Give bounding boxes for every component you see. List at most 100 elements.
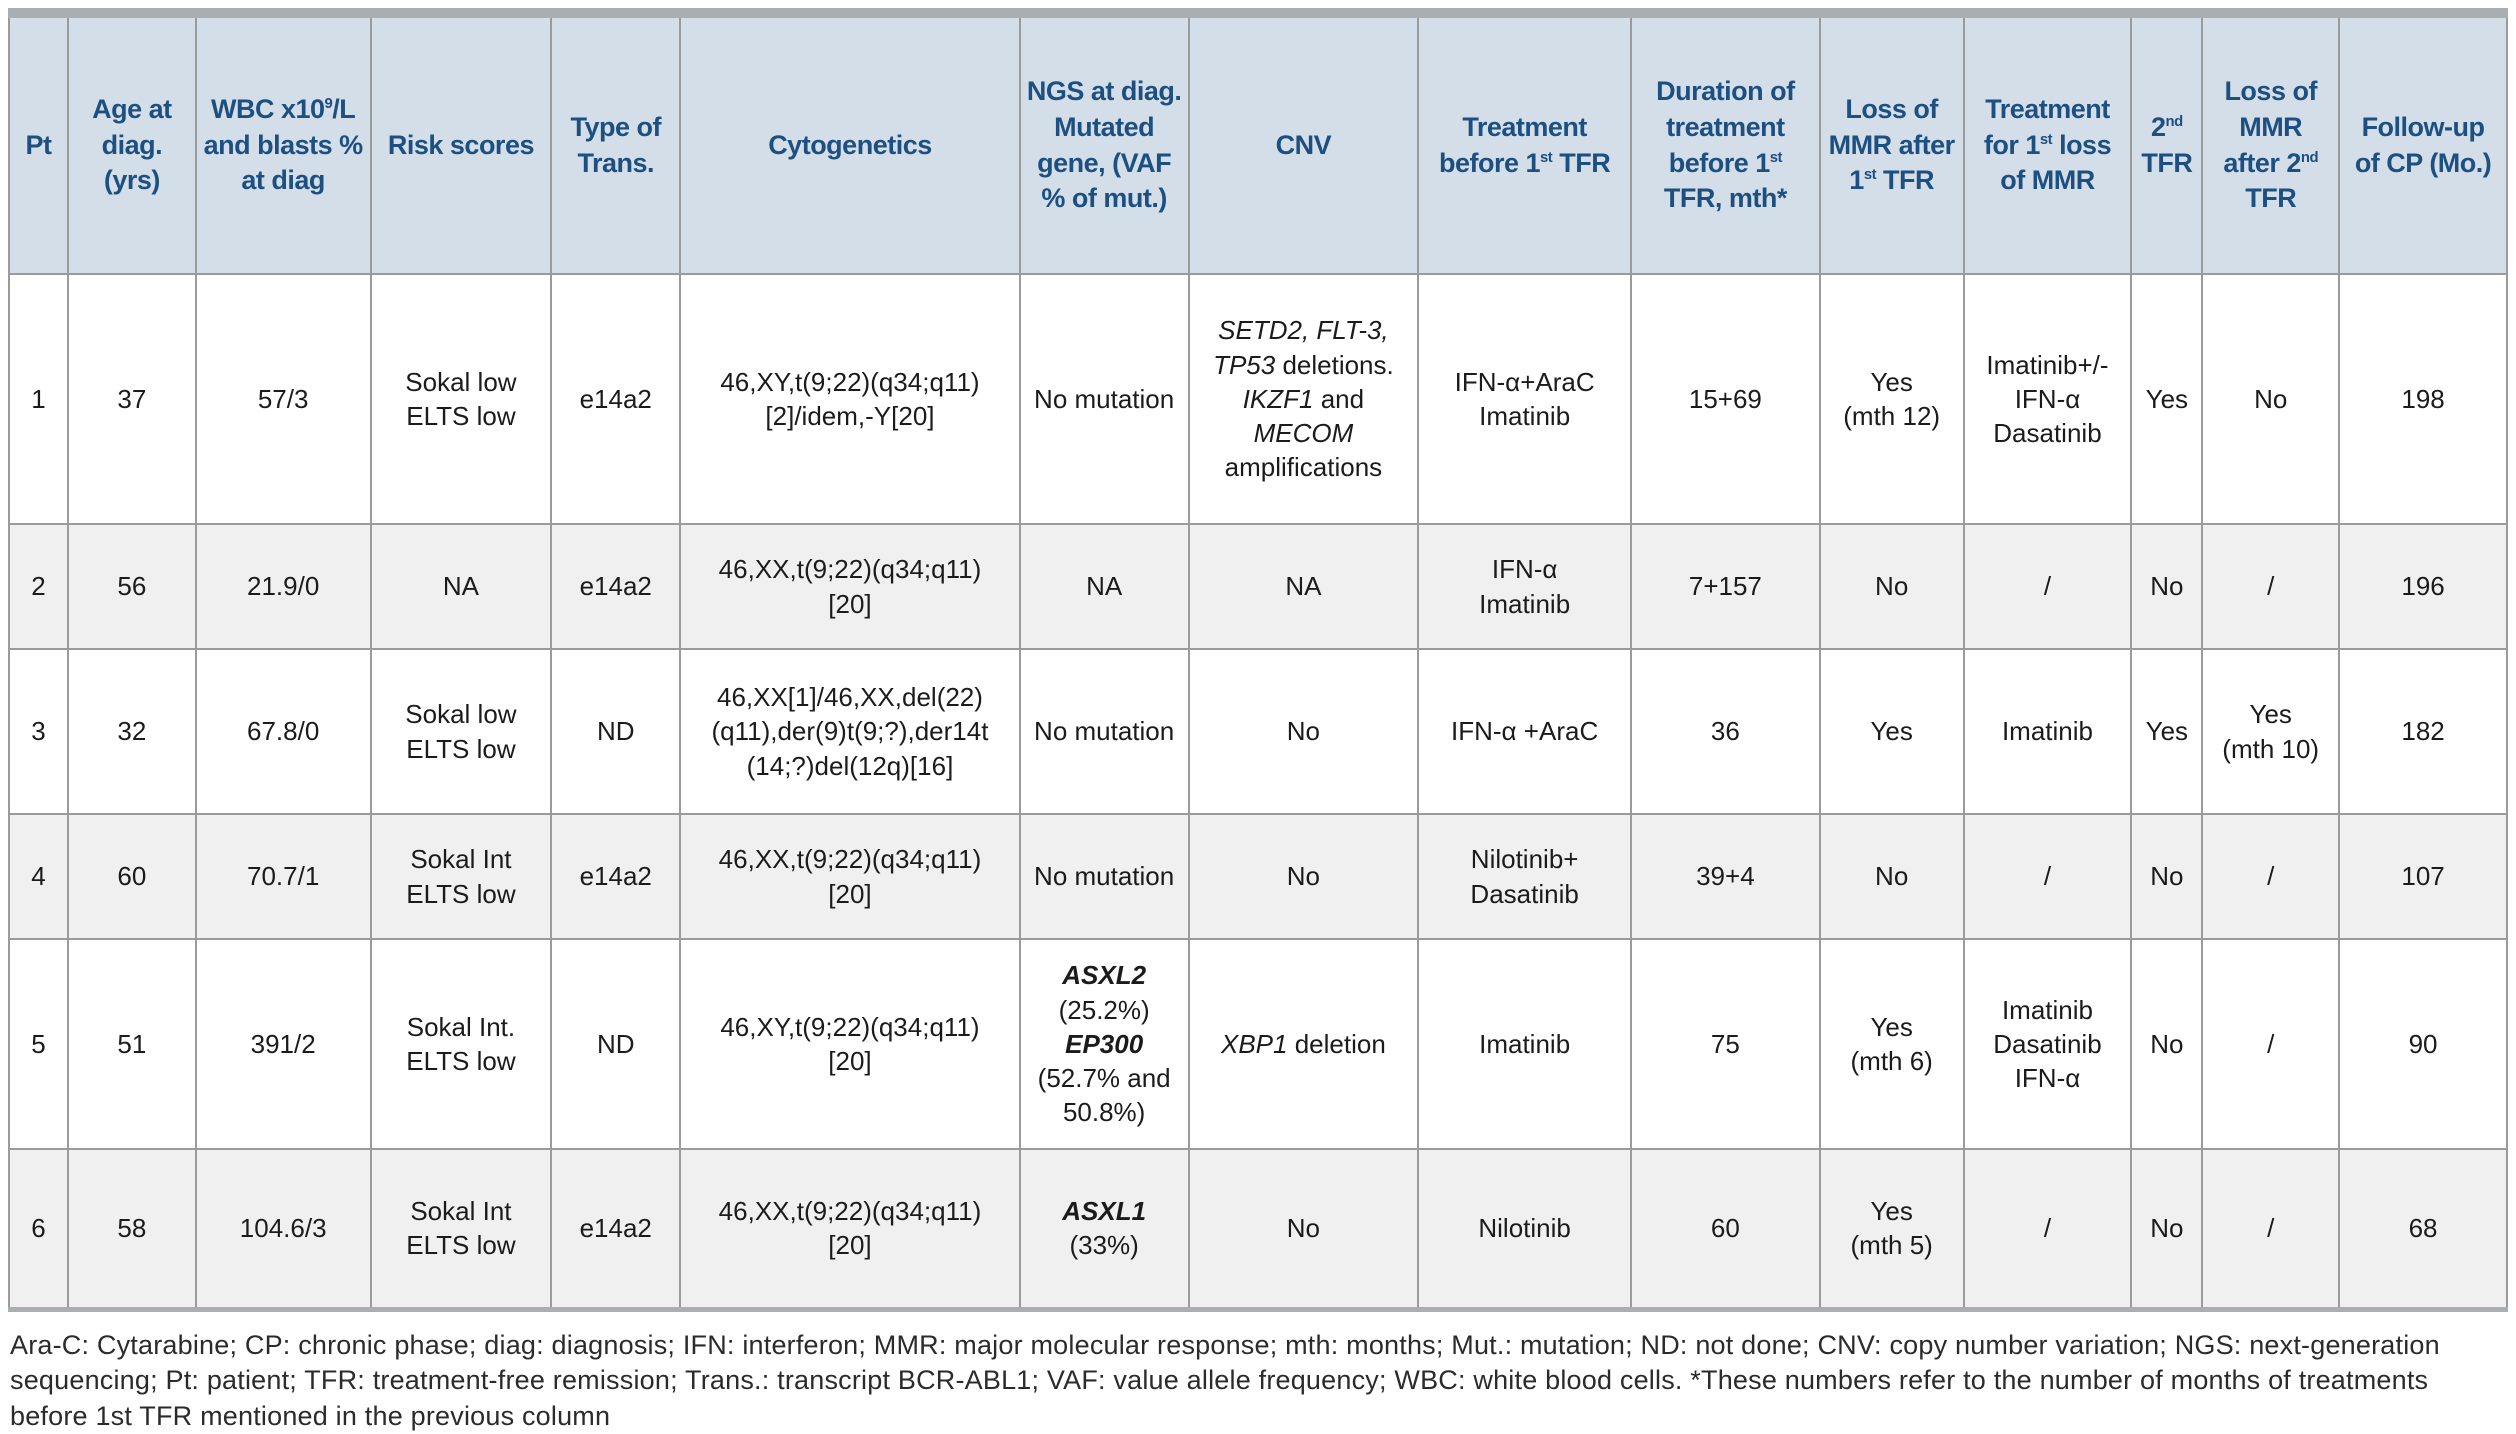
cell-risk: Sokal Int.ELTS low [371, 939, 552, 1149]
cell-cytogenetics: 46,XX,t(9;22)(q34;q11)[20] [680, 814, 1020, 939]
cell-loss-mmr-after-1st-tfr: Yes [1820, 649, 1964, 814]
cell-cytogenetics: 46,XY,t(9;22)(q34;q11)[2]/idem,-Y[20] [680, 274, 1020, 524]
cell-trans: ND [551, 649, 680, 814]
cell-ngs: No mutation [1020, 649, 1189, 814]
cell-duration-before-1st-tfr: 36 [1631, 649, 1820, 814]
cell-ngs: No mutation [1020, 814, 1189, 939]
table-footnote: Ara-C: Cytarabine; CP: chronic phase; di… [10, 1328, 2506, 1434]
cell-age: 56 [68, 524, 196, 649]
column-header-treatment-1st-loss-mmr: Treatment for 1st loss of MMR [1964, 13, 2132, 274]
cell-risk: NA [371, 524, 552, 649]
cell-ngs: ASXL1(33%) [1020, 1149, 1189, 1309]
cell-loss-mmr-after-1st-tfr: No [1820, 814, 1964, 939]
cell-loss-mmr-after-1st-tfr: Yes(mth 12) [1820, 274, 1964, 524]
cell-cnv: NA [1189, 524, 1419, 649]
cell-wbc: 70.7/1 [196, 814, 371, 939]
column-header-age: Age at diag. (yrs) [68, 13, 196, 274]
cell-2nd-tfr: Yes [2131, 649, 2202, 814]
cell-treatment-1st-loss-mmr: / [1964, 814, 2132, 939]
cell-pt: 6 [9, 1149, 68, 1309]
cell-follow-up: 68 [2339, 1149, 2507, 1309]
cell-wbc: 391/2 [196, 939, 371, 1149]
cell-trans: e14a2 [551, 524, 680, 649]
cell-treatment-1st-loss-mmr: Imatinib [1964, 649, 2132, 814]
cell-duration-before-1st-tfr: 15+69 [1631, 274, 1820, 524]
cell-pt: 5 [9, 939, 68, 1149]
cell-2nd-tfr: No [2131, 1149, 2202, 1309]
cell-duration-before-1st-tfr: 39+4 [1631, 814, 1820, 939]
cell-cnv: XBP1 deletion [1189, 939, 1419, 1149]
cell-age: 60 [68, 814, 196, 939]
cell-loss-mmr-after-2nd-tfr: / [2202, 814, 2339, 939]
cell-loss-mmr-after-1st-tfr: Yes(mth 5) [1820, 1149, 1964, 1309]
column-header-cnv: CNV [1189, 13, 1419, 274]
cell-cytogenetics: 46,XX[1]/46,XX,del(22)(q11),der(9)t(9;?)… [680, 649, 1020, 814]
cell-loss-mmr-after-2nd-tfr: No [2202, 274, 2339, 524]
cell-duration-before-1st-tfr: 75 [1631, 939, 1820, 1149]
cell-trans: e14a2 [551, 1149, 680, 1309]
cell-trans: ND [551, 939, 680, 1149]
cell-follow-up: 182 [2339, 649, 2507, 814]
cell-pt: 2 [9, 524, 68, 649]
cell-follow-up: 107 [2339, 814, 2507, 939]
cell-duration-before-1st-tfr: 7+157 [1631, 524, 1820, 649]
cell-wbc: 57/3 [196, 274, 371, 524]
column-header-2nd-tfr: 2nd TFR [2131, 13, 2202, 274]
column-header-cytogenetics: Cytogenetics [680, 13, 1020, 274]
cell-age: 32 [68, 649, 196, 814]
cell-wbc: 67.8/0 [196, 649, 371, 814]
column-header-follow-up: Follow-up of CP (Mo.) [2339, 13, 2507, 274]
column-header-ngs: NGS at diag. Mutated gene, (VAF % of mut… [1020, 13, 1189, 274]
cell-pt: 1 [9, 274, 68, 524]
cell-wbc: 21.9/0 [196, 524, 371, 649]
cell-cnv: No [1189, 814, 1419, 939]
cell-loss-mmr-after-1st-tfr: No [1820, 524, 1964, 649]
cell-treatment-before-1st-tfr: IFN-α +AraC [1418, 649, 1631, 814]
cell-cytogenetics: 46,XY,t(9;22)(q34;q11)[20] [680, 939, 1020, 1149]
column-header-trans: Type of Trans. [551, 13, 680, 274]
cell-follow-up: 196 [2339, 524, 2507, 649]
cell-ngs: NA [1020, 524, 1189, 649]
column-header-wbc: WBC x109/L and blasts % at diag [196, 13, 371, 274]
cell-2nd-tfr: No [2131, 939, 2202, 1149]
cell-2nd-tfr: Yes [2131, 274, 2202, 524]
cell-ngs: No mutation [1020, 274, 1189, 524]
column-header-treatment-before-1st-tfr: Treatment before 1st TFR [1418, 13, 1631, 274]
cell-pt: 3 [9, 649, 68, 814]
cell-loss-mmr-after-2nd-tfr: / [2202, 524, 2339, 649]
cell-2nd-tfr: No [2131, 814, 2202, 939]
cell-treatment-before-1st-tfr: Imatinib [1418, 939, 1631, 1149]
cell-loss-mmr-after-1st-tfr: Yes(mth 6) [1820, 939, 1964, 1149]
cell-age: 51 [68, 939, 196, 1149]
cell-2nd-tfr: No [2131, 524, 2202, 649]
cell-cnv: No [1189, 649, 1419, 814]
cell-loss-mmr-after-2nd-tfr: / [2202, 939, 2339, 1149]
cell-cytogenetics: 46,XX,t(9;22)(q34;q11)[20] [680, 1149, 1020, 1309]
cell-age: 58 [68, 1149, 196, 1309]
column-header-loss-mmr-after-2nd-tfr: Loss of MMR after 2nd TFR [2202, 13, 2339, 274]
cell-trans: e14a2 [551, 814, 680, 939]
column-header-duration-before-1st-tfr: Duration of treatment before 1st TFR, mt… [1631, 13, 1820, 274]
cell-follow-up: 90 [2339, 939, 2507, 1149]
cell-age: 37 [68, 274, 196, 524]
column-header-risk: Risk scores [371, 13, 552, 274]
cell-loss-mmr-after-2nd-tfr: / [2202, 1149, 2339, 1309]
cell-wbc: 104.6/3 [196, 1149, 371, 1309]
cell-cnv: No [1189, 1149, 1419, 1309]
